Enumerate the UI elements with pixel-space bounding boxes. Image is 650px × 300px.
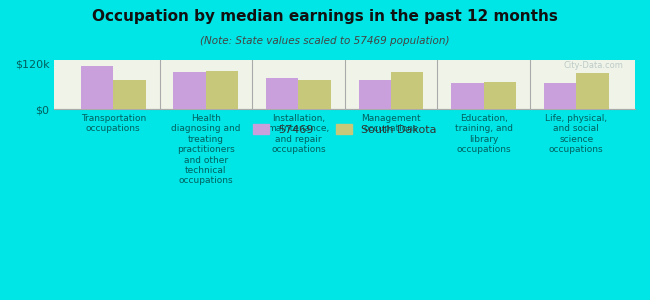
Bar (484, 82, 516, 109)
Bar (298, 80, 331, 109)
Bar (206, 71, 239, 109)
Text: City-Data.com: City-Data.com (564, 61, 623, 70)
Bar (359, 80, 391, 109)
Bar (544, 83, 576, 109)
Legend: 57469, South Dakota: 57469, South Dakota (248, 119, 441, 139)
Bar (576, 73, 608, 109)
Bar (451, 83, 484, 109)
Bar (266, 78, 298, 109)
Bar (113, 80, 146, 109)
Text: Occupation by median earnings in the past 12 months: Occupation by median earnings in the pas… (92, 9, 558, 24)
Text: (Note: State values scaled to 57469 population): (Note: State values scaled to 57469 popu… (200, 36, 450, 46)
Bar (81, 66, 113, 109)
Bar (174, 73, 206, 109)
Bar (391, 72, 423, 109)
